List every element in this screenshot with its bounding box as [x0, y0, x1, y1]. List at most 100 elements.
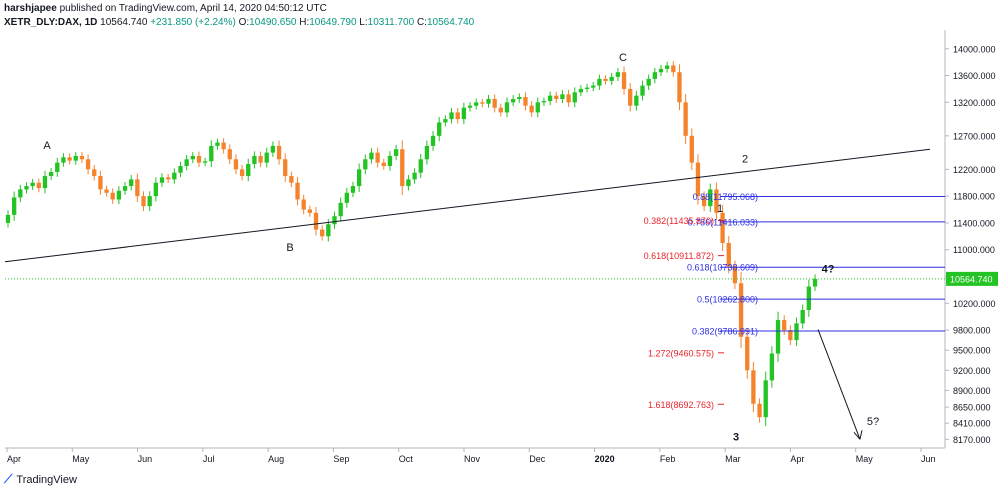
last-price-badge	[946, 271, 998, 286]
wave-label: 4?	[822, 263, 835, 275]
symbol-name: XETR_DLY:DAX, 1D	[4, 17, 98, 28]
price-tick-label: 11000.000	[953, 245, 995, 255]
candle-body	[258, 155, 263, 163]
price-tick-label: 10200.000	[953, 299, 996, 309]
close-value: 10564.740	[426, 17, 475, 28]
fib-extension-label: 1.272(9460.575)	[648, 348, 714, 358]
open-label: O:	[238, 17, 250, 28]
price-tick-label: 12200.000	[953, 165, 996, 175]
candle-body	[535, 102, 540, 113]
time-tick-label: Feb	[660, 454, 676, 464]
candle-body	[584, 87, 590, 89]
candle-body	[381, 162, 386, 166]
author-name[interactable]: harshjapee	[4, 3, 57, 14]
price-tick-label: 13200.000	[953, 98, 996, 108]
candle-body	[122, 186, 128, 191]
candle-body	[646, 78, 651, 86]
candle-body	[449, 112, 454, 120]
candle-body	[344, 192, 349, 203]
candle-body	[85, 159, 91, 170]
wave-label: 5?	[867, 416, 879, 428]
candle-body	[554, 95, 559, 99]
candle-body	[517, 96, 522, 99]
candle-body	[246, 163, 251, 177]
candle-body	[689, 135, 694, 163]
candle-body	[369, 152, 374, 160]
brand-name: TradingView	[16, 473, 77, 486]
candle-body	[714, 189, 719, 213]
projection-arrow-head	[853, 430, 863, 440]
candle-body	[24, 186, 29, 190]
price-tick-label: 9800.000	[953, 326, 991, 336]
candle-body	[166, 177, 171, 180]
time-tick-label: Apr	[790, 454, 804, 464]
candle-body	[67, 157, 72, 161]
candle-body	[634, 95, 639, 106]
candle-body	[129, 179, 134, 187]
price-tick-label: 12700.000	[953, 131, 996, 141]
candle-body	[695, 162, 701, 197]
candle-body	[184, 159, 189, 166]
candle-body	[498, 107, 503, 113]
price-tick-label: 11800.000	[953, 192, 995, 202]
fib-extension-label: 0.382(11435.870)	[644, 216, 714, 226]
price-tick-label: 8900.000	[953, 386, 991, 396]
candle-body	[726, 243, 731, 267]
candle-body	[30, 182, 35, 187]
last-price-label: 10564.740	[950, 274, 993, 284]
candle-body	[264, 152, 269, 163]
candle-body	[492, 98, 497, 108]
fib-level-label: 0.5(10262.800)	[697, 295, 758, 305]
candle-body	[326, 224, 331, 237]
trend-line	[4, 148, 931, 263]
candle-body	[387, 155, 393, 166]
candle-body	[363, 159, 368, 170]
candle-body	[683, 102, 688, 136]
price-tick-label: 9200.000	[953, 366, 991, 376]
time-tick-label: Oct	[399, 454, 414, 464]
tradingview-logo[interactable]: ⟋ TradingView	[4, 472, 77, 487]
candle-body	[763, 380, 768, 418]
candle-body	[732, 266, 738, 284]
candle-body	[615, 72, 621, 77]
fib-level-label: 0.88(11795.068)	[693, 192, 758, 202]
candle-body	[812, 278, 818, 287]
open-value: 10490.650	[249, 17, 297, 28]
candle-body	[98, 176, 103, 190]
candle-body	[307, 209, 313, 213]
candle-body	[313, 212, 319, 230]
candle-body	[658, 68, 664, 73]
tradingview-icon: ⟋	[4, 472, 13, 486]
price-tick-label: 11400.000	[953, 218, 995, 228]
price-tick-label: 13600.000	[953, 71, 996, 81]
candle-body	[671, 65, 676, 73]
candle-body	[578, 88, 584, 93]
wave-label: A	[43, 140, 51, 152]
candle-body	[523, 96, 528, 106]
candle-body	[209, 145, 214, 162]
time-tick-label: Apr	[7, 454, 21, 464]
candle-body	[504, 102, 510, 113]
candle-body	[338, 202, 343, 217]
candle-body	[153, 182, 159, 197]
candle-body	[178, 165, 183, 173]
candle-body	[196, 155, 202, 163]
projection-arrow-line	[817, 329, 861, 440]
price-tick-label: 8650.000	[953, 403, 991, 413]
time-tick-label: 2020	[595, 454, 615, 464]
price-tick-label: 8410.000	[953, 419, 991, 429]
candle-body	[92, 169, 97, 177]
low-value: 10311.700	[367, 17, 415, 28]
candle-body	[547, 95, 553, 102]
candle-body	[621, 72, 627, 89]
candle-body	[79, 155, 85, 160]
candle-body	[252, 155, 257, 164]
close-label: C:	[416, 17, 427, 28]
candle-body	[437, 122, 442, 136]
candle-body	[283, 159, 288, 177]
time-tick-label: Dec	[529, 454, 546, 464]
candle-body	[572, 92, 577, 103]
candle-body	[640, 85, 645, 96]
candle-body	[73, 155, 78, 161]
